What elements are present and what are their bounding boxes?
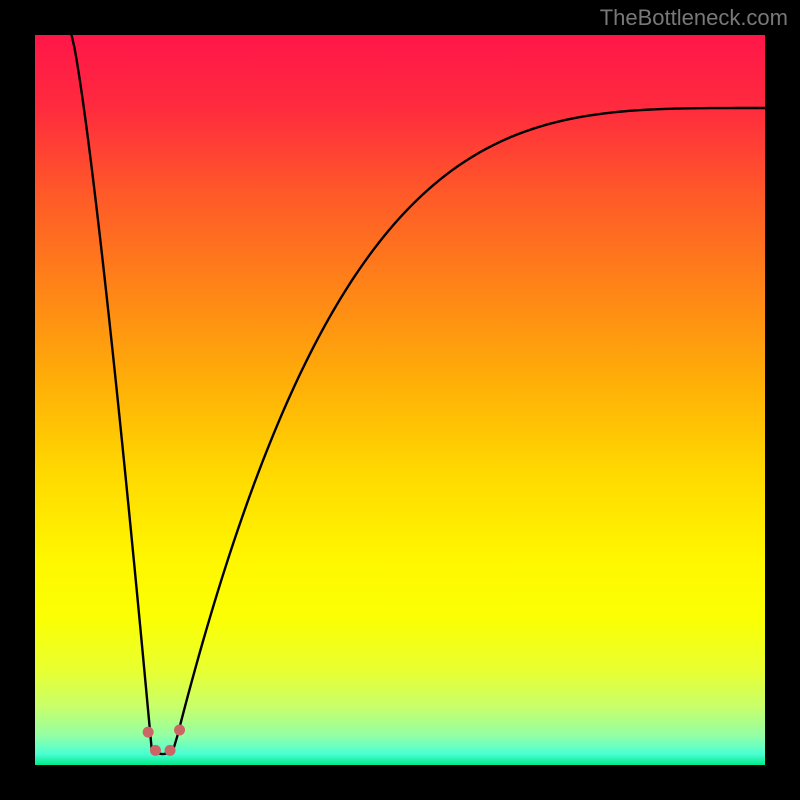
chart-svg [35,35,765,765]
chart-container: TheBottleneck.com [0,0,800,800]
marker-point [143,727,154,738]
plot-area [35,35,765,765]
marker-point [150,745,161,756]
marker-point [174,724,185,735]
marker-point [165,745,176,756]
watermark-text: TheBottleneck.com [600,5,788,31]
